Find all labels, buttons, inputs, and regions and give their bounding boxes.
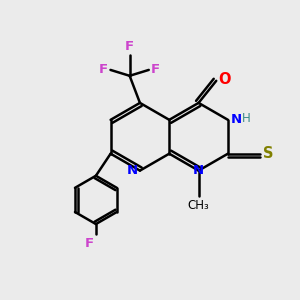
Text: N: N	[193, 164, 204, 176]
Text: N: N	[127, 164, 138, 177]
Text: F: F	[84, 237, 94, 250]
Text: H: H	[242, 112, 251, 125]
Text: N: N	[231, 113, 242, 126]
Text: F: F	[151, 63, 160, 76]
Text: CH₃: CH₃	[188, 199, 209, 212]
Text: F: F	[125, 40, 134, 53]
Text: F: F	[99, 63, 108, 76]
Text: S: S	[263, 146, 273, 161]
Text: O: O	[219, 72, 231, 87]
